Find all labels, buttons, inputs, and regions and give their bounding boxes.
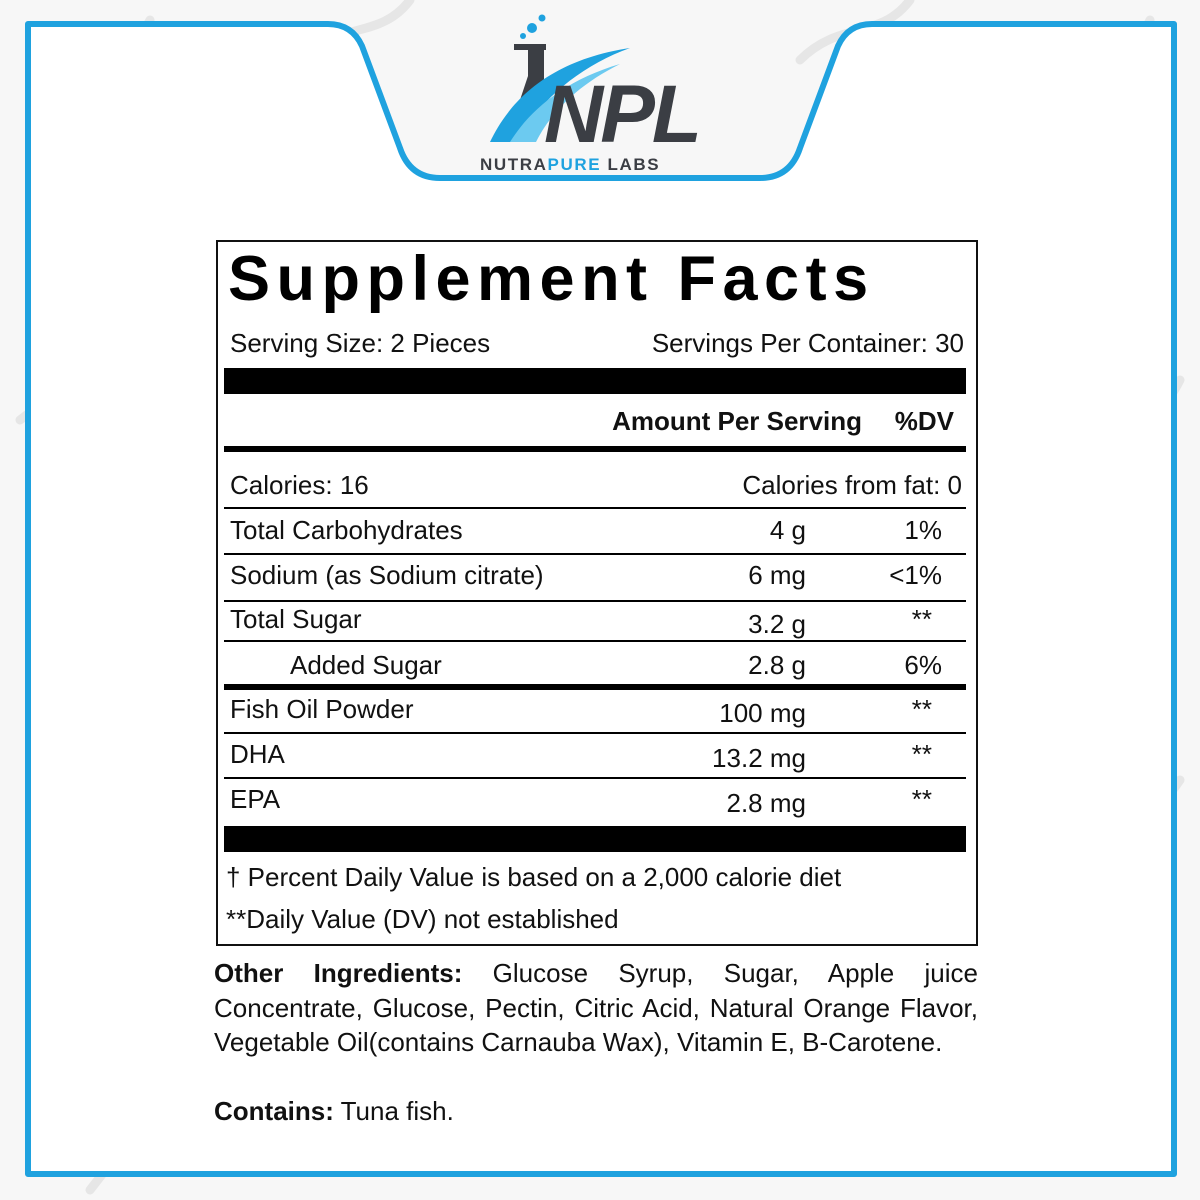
- nutrient-dv: <1%: [889, 560, 942, 590]
- nutrient-name: Total Sugar: [230, 604, 362, 634]
- other-ingredients-text: Glucose Syrup, Sugar, Apple juice Concen…: [214, 958, 978, 1057]
- table-row: Added Sugar 2.8 g 6%: [218, 652, 976, 696]
- nutrient-amount: 3.2 g: [748, 609, 806, 639]
- brand-tagline: NUTRAPURE LABS: [480, 156, 730, 173]
- nutrient-amount: 2.8 g: [748, 650, 806, 680]
- svg-text:NPL: NPL: [544, 69, 699, 150]
- thick-divider-bottom: [224, 826, 966, 852]
- table-row: Total Sugar 3.2 g **: [218, 606, 976, 650]
- row-divider: [224, 640, 966, 642]
- facts-title: Supplement Facts: [228, 244, 875, 314]
- row-divider: [224, 732, 966, 734]
- heavy-divider: [224, 446, 966, 452]
- table-row: Fish Oil Powder 100 mg **: [218, 696, 976, 740]
- nutrient-dv: 1%: [904, 515, 942, 545]
- row-divider: [224, 600, 966, 602]
- flask-swoosh-icon: NPL: [490, 14, 702, 150]
- nutrient-dv: 6%: [904, 650, 942, 680]
- nutrient-name: Added Sugar: [290, 650, 442, 680]
- amount-per-serving-header: Amount Per Serving: [612, 406, 862, 436]
- heavy-divider: [224, 684, 966, 690]
- serving-size: Serving Size: 2 Pieces: [230, 328, 491, 358]
- nutrient-name: Fish Oil Powder: [230, 694, 414, 724]
- nutrient-name: EPA: [230, 784, 281, 814]
- table-row: Total Carbohydrates 4 g 1%: [218, 517, 976, 561]
- nutrient-amount: 4 g: [769, 515, 806, 545]
- contains-label: Contains:: [214, 1096, 334, 1126]
- calories-row: Calories: 16 Calories from fat: 0: [218, 472, 976, 516]
- tagline-pure: PURE: [547, 155, 602, 174]
- nutrient-amount: 13.2 mg: [712, 743, 806, 773]
- row-divider: [224, 777, 966, 779]
- footnote-daily-value: † Percent Daily Value is based on a 2,00…: [226, 862, 842, 892]
- nutrient-name: Sodium (as Sodium citrate): [230, 560, 544, 590]
- contains-text: Tuna fish.: [333, 1096, 454, 1126]
- table-row: Sodium (as Sodium citrate) 6 mg <1%: [218, 562, 976, 606]
- nutrient-amount: 100 mg: [719, 698, 806, 728]
- allergen-contains: Contains: Tuna fish.: [214, 1094, 978, 1128]
- nutrient-dv: **: [911, 694, 932, 724]
- calories: Calories: 16: [230, 470, 369, 500]
- servings-per-container: Servings Per Container: 30: [651, 328, 964, 358]
- thick-divider-top: [224, 368, 966, 394]
- row-divider: [224, 507, 966, 509]
- nutrient-dv: **: [911, 784, 932, 814]
- nutrient-amount: 6 mg: [748, 560, 806, 590]
- calories-from-fat: Calories from fat: 0: [742, 470, 962, 500]
- other-ingredients-label: Other Ingredients:: [214, 958, 463, 988]
- brand-logo: NPL NUTRAPURE LABS: [470, 10, 730, 173]
- nutrient-name: Total Carbohydrates: [230, 515, 463, 545]
- row-divider: [224, 553, 966, 555]
- nutrient-amount: 2.8 mg: [726, 788, 807, 818]
- tagline-labs: LABS: [601, 155, 661, 174]
- footnote-not-established: **Daily Value (DV) not established: [226, 904, 619, 934]
- table-row: DHA 13.2 mg **: [218, 741, 976, 785]
- dv-header: %DV: [894, 406, 954, 436]
- table-row: EPA 2.8 mg **: [218, 786, 976, 830]
- tagline-nutra: NUTRA: [480, 155, 548, 174]
- other-ingredients: Other Ingredients: Glucose Syrup, Sugar,…: [214, 956, 978, 1060]
- column-header-row: Amount Per Serving %DV: [218, 406, 976, 440]
- nutrient-dv: **: [911, 739, 932, 769]
- nutrient-dv: **: [911, 604, 932, 634]
- nutrient-name: DHA: [230, 739, 285, 769]
- supplement-facts-panel: Supplement Facts Serving Size: 2 Pieces …: [216, 240, 978, 946]
